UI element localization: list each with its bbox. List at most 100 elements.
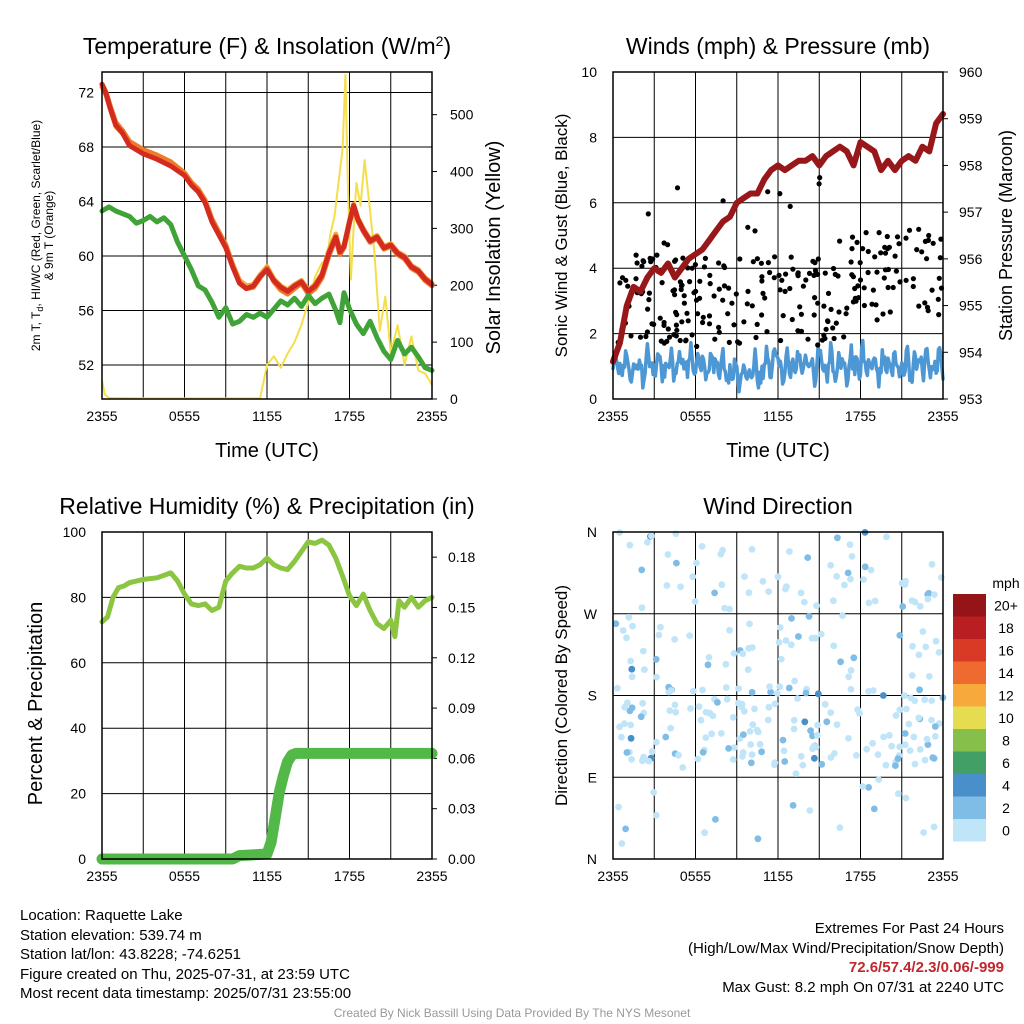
wind-gust-point — [849, 234, 856, 240]
dir-point — [821, 700, 829, 708]
wind-gust-point — [861, 302, 868, 309]
dir-point — [797, 589, 805, 597]
wind-gust-point — [702, 255, 709, 261]
temp-xtick: 0555 — [169, 408, 200, 424]
wind-gust-point — [720, 198, 726, 204]
wind-series-sonic — [611, 338, 945, 394]
legend-swatch — [953, 751, 986, 774]
wind-gust-point — [674, 185, 681, 191]
dir-point — [616, 723, 623, 731]
dir-point — [853, 752, 860, 759]
wind-gust-point — [776, 272, 782, 278]
wind-gust-point — [812, 267, 819, 274]
dir-point — [741, 573, 748, 580]
dir-point — [938, 574, 945, 581]
dir-point — [861, 563, 869, 571]
dir-point — [714, 699, 721, 706]
dir-point — [875, 776, 883, 783]
wind-gust-point — [666, 334, 673, 340]
wind-gust-point — [639, 263, 645, 269]
dir-point — [818, 760, 826, 768]
dir-point — [627, 657, 635, 665]
dir-point — [789, 802, 797, 809]
dir-point — [894, 755, 902, 763]
wind-gust-point — [815, 342, 821, 348]
dir-point — [833, 573, 841, 580]
wind-gust-point — [887, 309, 893, 315]
wind-frame — [612, 71, 944, 400]
dir-point — [625, 613, 633, 621]
dir-point — [725, 745, 732, 752]
dir-point — [847, 667, 855, 674]
wind-gust-point — [671, 287, 678, 293]
temp-xtick: 2355 — [416, 408, 447, 424]
rh-y2tick: 0.09 — [448, 700, 475, 716]
dir-point — [691, 598, 699, 605]
wind-gust-point — [716, 324, 722, 330]
wind-gust-point — [646, 297, 652, 303]
dir-point — [640, 753, 647, 761]
rh-y2tick: 0.15 — [448, 599, 475, 615]
wind-gust-point — [795, 270, 801, 276]
wind-gust-point — [798, 328, 805, 334]
wind-gust-point — [863, 230, 869, 236]
dir-point — [729, 714, 737, 721]
wind-gust-point — [672, 258, 678, 264]
dir-point — [641, 666, 648, 673]
extremes-panel: Extremes For Past 24 Hours (High/Low/Max… — [688, 919, 1004, 997]
dir-point — [874, 751, 882, 758]
wind-gust-point — [876, 230, 882, 236]
dir-point — [614, 684, 621, 692]
temp-y2tick: 400 — [450, 164, 474, 180]
dir-point — [747, 741, 754, 748]
wind-gust-point — [646, 290, 653, 296]
dir-point — [726, 626, 733, 634]
dir-point — [650, 789, 658, 796]
dir-point — [730, 650, 738, 657]
dir-point — [751, 705, 758, 713]
dir-point — [847, 685, 855, 693]
dir-point — [799, 761, 807, 769]
temp-series-solar — [101, 73, 433, 400]
wind-y2label: Station Pressure (Maroon) — [996, 130, 1016, 341]
dir-point — [845, 673, 853, 681]
wind-gust-point — [759, 312, 765, 318]
wind-series-pressure — [610, 111, 946, 365]
dir-point — [836, 824, 844, 832]
wind-gust-point — [680, 255, 686, 261]
rh-series-humidity — [99, 537, 435, 640]
dir-point — [790, 716, 798, 724]
dir-point — [801, 718, 809, 726]
dir-point — [729, 756, 737, 763]
temp-xtick: 1155 — [252, 408, 282, 424]
dir-point — [775, 639, 783, 646]
wind-gust-point — [811, 312, 817, 318]
dir-point — [902, 794, 910, 802]
dir-point — [931, 733, 939, 740]
wind-gust-point — [716, 286, 722, 292]
wind-gust-point — [694, 343, 700, 349]
wind-gust-point — [800, 283, 807, 289]
rh-ytick: 40 — [70, 720, 86, 736]
dir-point — [718, 730, 725, 737]
dir-point — [618, 733, 625, 741]
wind-gust-point — [828, 306, 834, 312]
wind-gust-point — [677, 337, 683, 344]
wind-y2tick: 959 — [959, 111, 983, 127]
dir-point — [814, 721, 821, 729]
dir-point — [777, 655, 785, 663]
dir-point — [911, 598, 919, 606]
wind-y2tick: 958 — [959, 157, 983, 173]
wind-gust-point — [841, 334, 847, 340]
wind-gust-point — [733, 291, 739, 297]
wind-gust-point — [725, 311, 731, 317]
dir-point — [899, 603, 907, 610]
dir-point — [787, 641, 795, 649]
dir-point — [748, 688, 756, 696]
dir-point — [892, 712, 900, 719]
wind-gust-point — [657, 315, 663, 321]
dir-point — [823, 718, 831, 726]
wind-gust-point — [720, 297, 726, 303]
dir-point — [738, 700, 746, 708]
wind-gust-point — [878, 250, 884, 256]
